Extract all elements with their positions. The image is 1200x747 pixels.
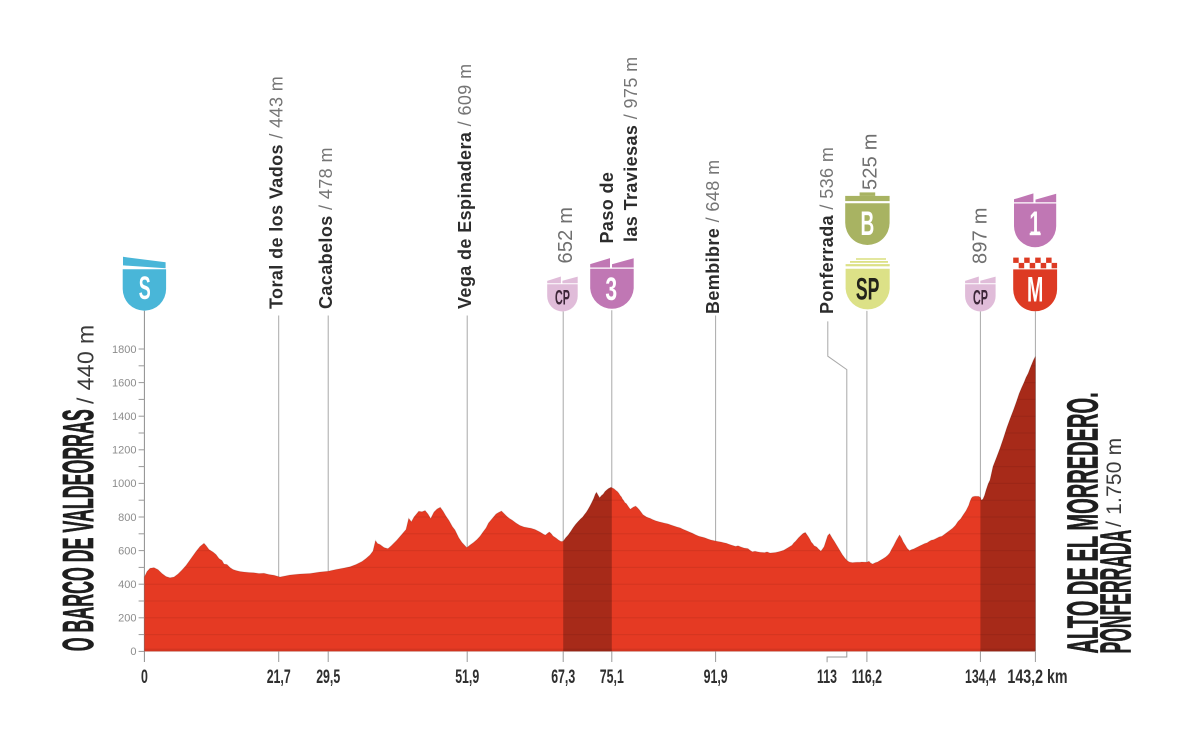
svg-text:600: 600: [118, 545, 136, 557]
svg-text:652 m: 652 m: [555, 207, 577, 264]
svg-text:116,2: 116,2: [852, 666, 882, 687]
svg-text:21,7: 21,7: [267, 666, 291, 687]
svg-text:143,2 km: 143,2 km: [1007, 666, 1067, 687]
svg-text:0: 0: [130, 646, 136, 658]
svg-text:800: 800: [118, 512, 136, 524]
svg-text:las Traviesas / 975 m: las Traviesas / 975 m: [621, 56, 641, 242]
svg-text:75,1: 75,1: [600, 666, 624, 687]
svg-text:Ponferrada / 536 m: Ponferrada / 536 m: [817, 147, 837, 314]
svg-text:1400: 1400: [112, 411, 136, 423]
svg-text:113: 113: [817, 666, 837, 687]
svg-text:PONFERRADA: PONFERRADA: [1092, 530, 1141, 654]
svg-text:897 m: 897 m: [970, 207, 992, 264]
svg-text:M: M: [1027, 271, 1043, 310]
svg-text:51,9: 51,9: [455, 666, 479, 687]
svg-text:29,5: 29,5: [316, 666, 340, 687]
svg-text:1000: 1000: [112, 478, 136, 490]
svg-text:3: 3: [605, 270, 617, 307]
svg-text:1200: 1200: [112, 445, 136, 457]
svg-text:ALTO DE EL MORREDERO.: ALTO DE EL MORREDERO.: [1059, 392, 1108, 653]
svg-text:400: 400: [118, 579, 136, 591]
svg-text:200: 200: [118, 613, 136, 625]
svg-text:B: B: [861, 204, 875, 242]
svg-text:CP: CP: [973, 286, 988, 310]
svg-text:Paso de: Paso de: [597, 172, 617, 244]
svg-text:1600: 1600: [112, 377, 136, 389]
svg-text:67,3: 67,3: [551, 666, 575, 687]
svg-text:Bembibre / 648 m: Bembibre / 648 m: [703, 160, 723, 314]
svg-text:Toral de los Vados / 443 m: Toral de los Vados / 443 m: [267, 76, 287, 309]
svg-text:/ 440 m: / 440 m: [73, 324, 99, 404]
svg-text:525 m: 525 m: [860, 133, 882, 190]
svg-text:134,4: 134,4: [965, 666, 996, 687]
svg-text:/ 1.750 m: / 1.750 m: [1103, 438, 1126, 527]
svg-text:O BARCO DE VALDEORRAS: O BARCO DE VALDEORRAS: [55, 409, 103, 651]
svg-text:Cacabelos / 478 m: Cacabelos / 478 m: [316, 147, 336, 309]
svg-text:1800: 1800: [112, 344, 136, 356]
svg-text:1: 1: [1029, 205, 1040, 243]
svg-text:91,9: 91,9: [704, 666, 728, 687]
svg-text:CP: CP: [555, 286, 570, 310]
svg-text:0: 0: [141, 666, 148, 687]
svg-text:Vega de Espinadera / 609 m: Vega de Espinadera / 609 m: [455, 63, 475, 309]
svg-text:S: S: [139, 272, 151, 307]
svg-text:SP: SP: [856, 272, 880, 307]
